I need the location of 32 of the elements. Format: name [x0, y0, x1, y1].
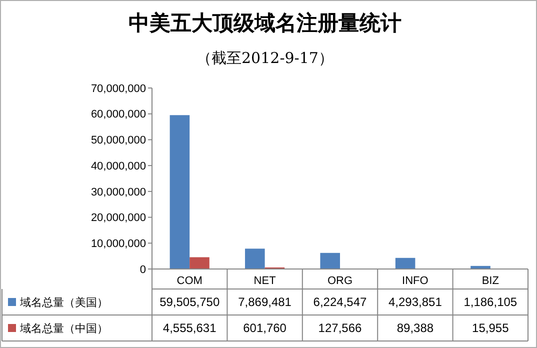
x-tick-label: BIZ	[482, 275, 500, 287]
data-label: 15,955	[472, 321, 510, 336]
data-label: 4,293,851	[388, 295, 442, 310]
legend-label: 域名总量（美国）	[19, 296, 108, 309]
y-tick-label: 20,000,000	[90, 212, 146, 224]
data-label: 127,566	[318, 321, 362, 336]
bar	[320, 252, 340, 269]
x-tick-label: INFO	[402, 275, 429, 287]
data-label: 4,555,631	[162, 321, 217, 336]
x-tick-label: NET	[254, 275, 276, 287]
y-tick-label: 40,000,000	[90, 160, 146, 172]
x-tick-label: COM	[176, 275, 202, 287]
y-tick-label: 30,000,000	[90, 186, 146, 198]
chart-title: 中美五大顶级域名注册量统计	[128, 10, 402, 35]
y-tick-label: 0	[140, 264, 146, 276]
data-label: 6,224,547	[313, 295, 368, 310]
legend-label: 域名总量（中国）	[19, 322, 108, 335]
data-label: 89,388	[396, 321, 434, 336]
y-tick-label: 10,000,000	[90, 238, 146, 250]
chart-subtitle: （截至2012-9-17）	[196, 49, 334, 67]
data-label: 7,869,481	[238, 295, 292, 310]
bar	[190, 257, 210, 269]
y-tick-label: 70,000,000	[90, 82, 146, 95]
data-label: 59,505,750	[160, 295, 220, 310]
data-label: 601,760	[243, 321, 287, 336]
data-label: 1,186,105	[464, 295, 518, 310]
y-tick-label: 50,000,000	[90, 134, 146, 147]
bar	[395, 258, 416, 269]
x-tick-label: ORG	[327, 275, 353, 287]
y-tick-label: 60,000,000	[90, 108, 146, 121]
bar	[245, 248, 265, 269]
bar	[170, 115, 190, 269]
